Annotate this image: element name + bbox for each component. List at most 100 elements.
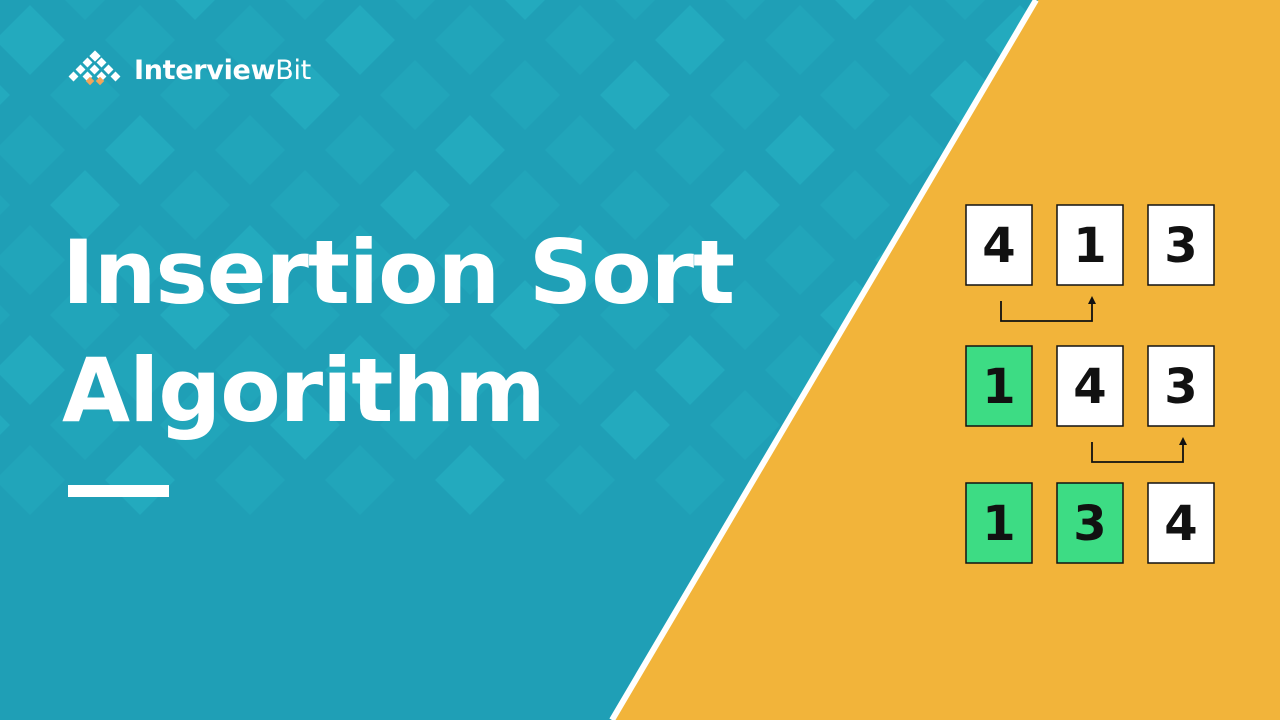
background-diamond <box>285 0 325 20</box>
background-diamond <box>875 5 945 75</box>
unsorted-cell-box <box>1056 345 1124 427</box>
background-diamond <box>0 5 65 75</box>
background-diamond <box>160 390 230 460</box>
unsorted-cell-box <box>1056 204 1124 286</box>
background-diamond <box>215 445 285 515</box>
diagonal-divider-line <box>609 0 1039 720</box>
background-diamond <box>325 335 395 405</box>
background-diamond <box>435 445 505 515</box>
background-diamond <box>175 0 215 20</box>
cell-value: 4 <box>982 218 1015 274</box>
background-diamond <box>710 170 780 240</box>
background-diamond <box>380 60 450 130</box>
background-diamond <box>395 0 435 20</box>
background-diamond <box>655 225 725 295</box>
background-diamond <box>945 0 985 20</box>
cell-row3-col2: 3 <box>1056 482 1124 564</box>
background-diamond <box>325 225 395 295</box>
background-diamond <box>0 115 65 185</box>
cell-value: 3 <box>1164 359 1197 415</box>
logo-wordmark-regular: Bit <box>275 54 311 86</box>
background-diamond <box>765 115 835 185</box>
cell-row1-col3: 3 <box>1147 204 1215 286</box>
background-diamond <box>655 5 725 75</box>
sorted-cell-box <box>965 482 1033 564</box>
background-diamond <box>215 5 285 75</box>
title-underline-bar <box>68 485 169 497</box>
background-diamond <box>765 5 835 75</box>
background-diamond <box>160 280 230 350</box>
background-diamond <box>0 225 65 295</box>
cell-value: 4 <box>1164 496 1197 552</box>
background-diamond <box>380 170 450 240</box>
background-diamond <box>270 280 340 350</box>
background-diamond <box>325 5 395 75</box>
swap-arrow-connector <box>1000 301 1093 322</box>
background-diamond <box>380 280 450 350</box>
interviewbit-logo[interactable]: InterviewBit <box>64 46 311 94</box>
background-diamond <box>725 0 765 20</box>
unsorted-cell-box <box>1147 345 1215 427</box>
background-diamond <box>490 60 560 130</box>
cell-row2-col2: 4 <box>1056 345 1124 427</box>
logo-wordmark: InterviewBit <box>134 55 311 86</box>
background-diamond <box>270 390 340 460</box>
background-diamond <box>820 60 890 130</box>
background-diamond <box>0 85 10 105</box>
background-diamond <box>600 390 670 460</box>
cell-value: 1 <box>982 359 1015 415</box>
background-diamond <box>215 335 285 405</box>
background-diamond <box>105 5 175 75</box>
cell-row1-col2: 1 <box>1056 204 1124 286</box>
background-diamond <box>325 115 395 185</box>
background-diamond <box>0 415 10 435</box>
unsorted-cell-box <box>965 204 1033 286</box>
pyramid-dots-logo-icon <box>68 50 121 86</box>
background-diamond <box>545 115 615 185</box>
background-diamond <box>105 115 175 185</box>
title-line-2: Algorithm <box>62 339 546 442</box>
cell-row2-col3: 3 <box>1147 345 1215 427</box>
title-line-1: Insertion Sort <box>62 221 735 324</box>
background-diamond <box>435 5 505 75</box>
background-diamond <box>490 280 560 350</box>
background-diamond <box>655 335 725 405</box>
background-diamond <box>105 335 175 405</box>
background-diamond <box>50 170 120 240</box>
background-diamond <box>545 5 615 75</box>
background-diamond <box>65 0 105 20</box>
cell-row3-col3: 4 <box>1147 482 1215 564</box>
cell-row3-col1: 1 <box>965 482 1033 564</box>
background-diamond <box>600 60 670 130</box>
background-diamond <box>215 225 285 295</box>
cell-value: 4 <box>1073 359 1106 415</box>
background-diamond <box>105 445 175 515</box>
background-diamond <box>875 115 945 185</box>
background-diamond <box>710 390 780 460</box>
background-diamond <box>270 170 340 240</box>
unsorted-cell-box <box>1147 482 1215 564</box>
background-diamond <box>600 280 670 350</box>
background-diamond <box>50 280 120 350</box>
background-diamond <box>380 390 450 460</box>
background-diamond <box>105 225 175 295</box>
background-diamond <box>545 335 615 405</box>
swap-arrow-connector <box>1091 442 1184 463</box>
background-diamond <box>0 445 65 515</box>
background-diamond <box>435 225 505 295</box>
swap-arrow-head-icon <box>1179 437 1187 445</box>
swap-arrow-head-icon <box>1088 296 1096 304</box>
cell-value: 1 <box>982 496 1015 552</box>
cell-value: 1 <box>1073 218 1106 274</box>
background-diamond <box>615 0 655 20</box>
background-diamond <box>215 115 285 185</box>
unsorted-cell-box <box>1147 204 1215 286</box>
background-diamond <box>490 390 560 460</box>
background-diamond <box>600 170 670 240</box>
background-diamond <box>710 60 780 130</box>
background-diamond <box>435 335 505 405</box>
background-diamond <box>0 305 10 325</box>
background-diamond <box>50 390 120 460</box>
cell-row2-col1: 1 <box>965 345 1033 427</box>
